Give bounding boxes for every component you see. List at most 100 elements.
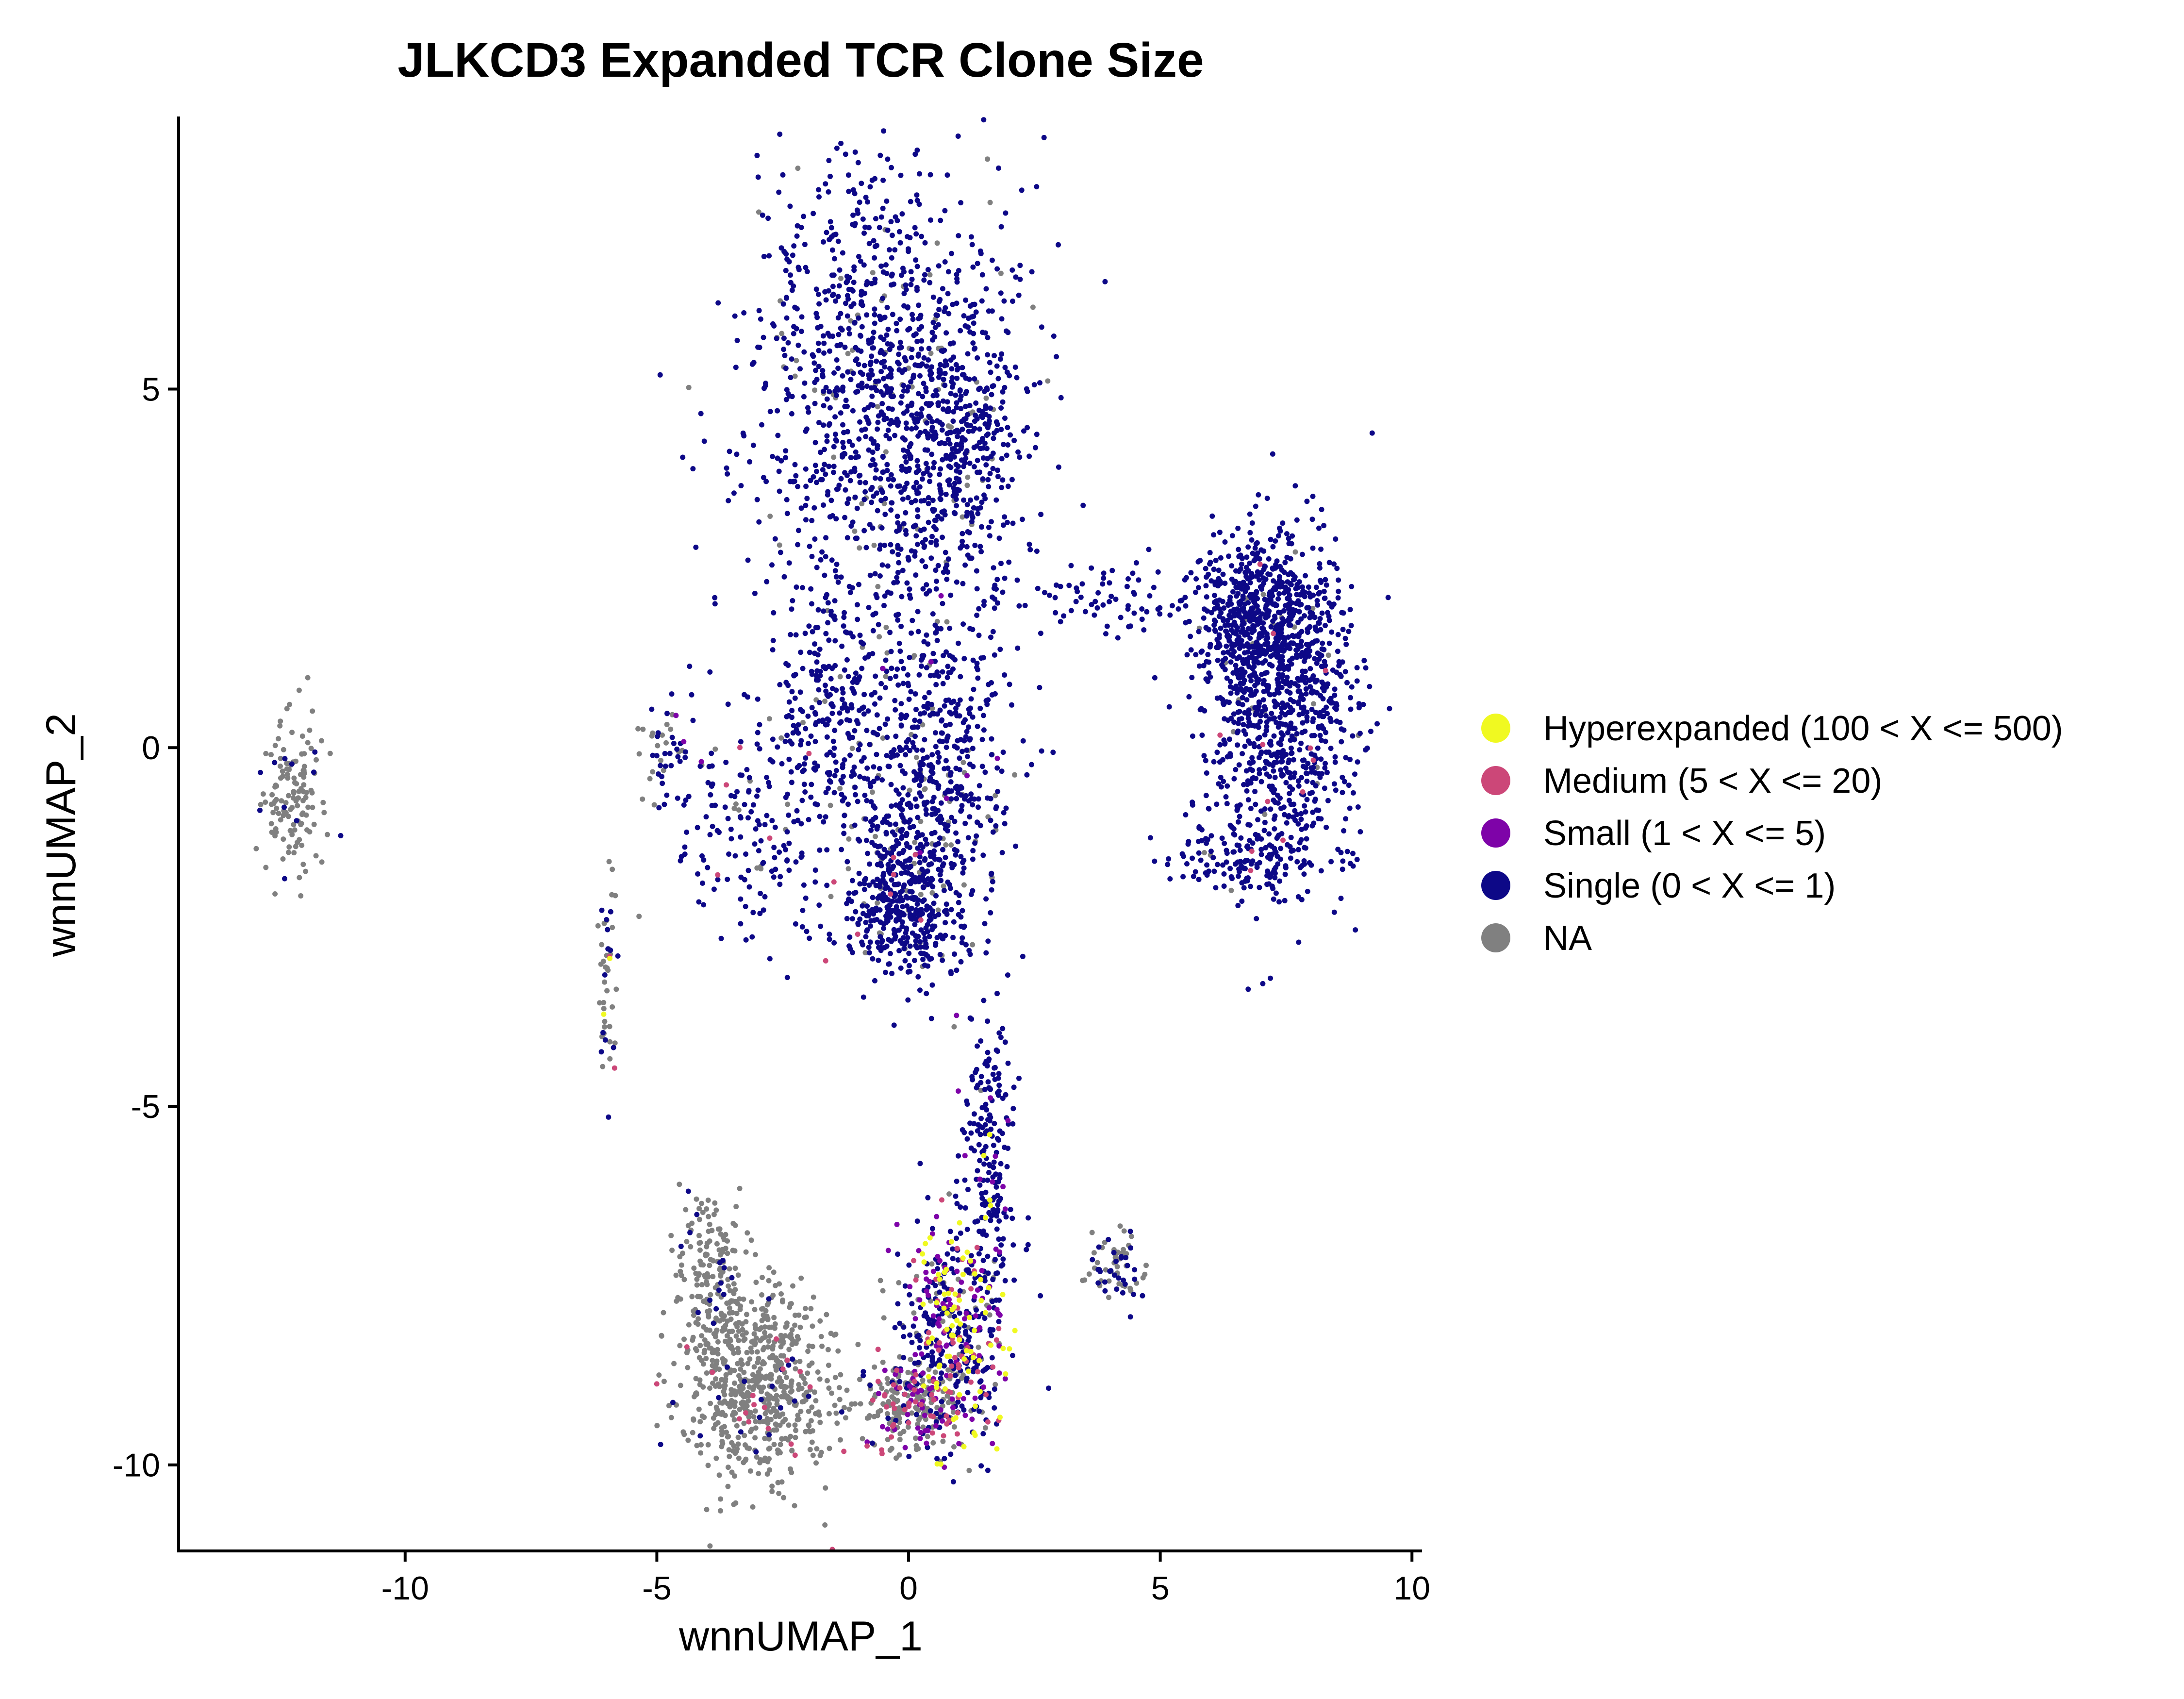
point-single (979, 298, 985, 304)
point-single (802, 242, 808, 248)
point-na (278, 755, 283, 761)
point-single (873, 475, 878, 481)
point-single (1342, 635, 1348, 641)
point-single (965, 835, 971, 841)
point-single (1260, 575, 1266, 581)
point-single (1278, 742, 1284, 748)
point-na (987, 200, 993, 205)
point-single (870, 525, 876, 531)
point-na (932, 1369, 938, 1375)
point-single (1352, 771, 1357, 777)
point-single (999, 768, 1005, 774)
point-single (956, 640, 961, 646)
point-single (712, 595, 718, 600)
point-na (276, 811, 281, 816)
point-single (1276, 666, 1282, 671)
point-na (767, 1333, 773, 1339)
point-single (938, 491, 944, 497)
point-single (1324, 711, 1330, 716)
point-single (941, 377, 946, 383)
point-na (767, 1467, 773, 1473)
point-single (1272, 775, 1278, 780)
point-single (1190, 855, 1195, 861)
point-single (972, 376, 977, 382)
point-single (1302, 845, 1307, 850)
point-single (827, 421, 832, 427)
point-single (814, 468, 819, 474)
point-single (1277, 720, 1283, 726)
point-single (741, 433, 747, 439)
point-single (903, 745, 909, 750)
point-single (878, 409, 884, 415)
point-single (1272, 601, 1278, 607)
point-single (1270, 566, 1276, 572)
point-na (810, 1428, 815, 1434)
point-na (724, 1430, 729, 1435)
point-single (906, 249, 911, 254)
point-na (817, 1376, 823, 1382)
point-single (971, 686, 976, 692)
point-single (791, 243, 797, 249)
point-single (1273, 890, 1279, 896)
point-single (875, 443, 880, 449)
point-single (1218, 775, 1224, 780)
point-single (933, 388, 939, 394)
point-single (821, 403, 827, 409)
point-single (969, 519, 975, 524)
point-single (821, 422, 827, 428)
point-single (903, 282, 909, 288)
point-single (895, 612, 901, 617)
point-single (1182, 595, 1188, 600)
point-single (783, 448, 789, 454)
point-single (840, 250, 845, 256)
point-na (811, 1389, 817, 1395)
point-single (897, 763, 903, 768)
point-single (887, 247, 892, 253)
point-na (750, 1372, 756, 1378)
point-single (759, 422, 764, 428)
point-single (958, 328, 963, 333)
point-single (1068, 608, 1074, 614)
point-single (897, 524, 903, 530)
point-single (816, 348, 822, 353)
point-na (735, 1350, 741, 1355)
point-na (875, 900, 880, 906)
point-single (950, 301, 956, 307)
point-single (979, 272, 985, 278)
point-single (849, 287, 854, 292)
point-na (838, 276, 844, 282)
point-single (811, 474, 816, 480)
point-single (835, 294, 841, 300)
point-single (821, 388, 827, 394)
point-single (828, 498, 834, 503)
point-na (291, 775, 297, 781)
point-single (834, 562, 840, 567)
point-single (1019, 516, 1025, 522)
point-single (1279, 648, 1285, 654)
point-na (688, 1244, 694, 1249)
point-single (974, 495, 979, 501)
point-single (1236, 843, 1242, 849)
point-na (875, 583, 881, 589)
point-na (697, 1294, 703, 1299)
point-na (822, 699, 827, 704)
point-single (1024, 772, 1030, 778)
point-single (1305, 630, 1310, 635)
point-single (876, 378, 881, 384)
point-single (864, 279, 870, 284)
point-single (1212, 579, 1218, 585)
point-single (898, 870, 904, 876)
point-single (866, 241, 872, 247)
point-single (915, 845, 921, 851)
point-single (972, 543, 978, 548)
point-single (757, 345, 762, 350)
point-single (921, 703, 927, 709)
point-single (970, 746, 976, 751)
point-na (727, 1310, 732, 1316)
point-single (1385, 595, 1391, 600)
point-na (715, 1339, 721, 1345)
point-na (296, 795, 301, 801)
point-single (1206, 868, 1212, 874)
point-single (1333, 787, 1339, 793)
point-na (834, 1420, 840, 1426)
